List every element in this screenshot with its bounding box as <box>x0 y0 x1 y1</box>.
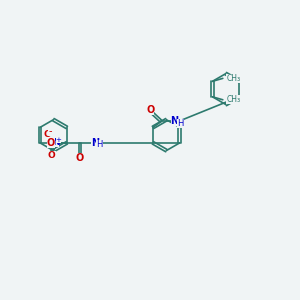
Text: O: O <box>146 105 154 115</box>
Text: CH₃: CH₃ <box>226 95 241 104</box>
Text: +: + <box>56 137 62 143</box>
Text: N: N <box>91 138 99 148</box>
Text: O: O <box>43 130 51 139</box>
Text: N: N <box>171 116 179 127</box>
Text: N: N <box>52 138 59 147</box>
Text: O: O <box>76 153 84 163</box>
Text: H: H <box>96 140 103 149</box>
Text: H: H <box>177 119 184 128</box>
Text: CH₃: CH₃ <box>226 74 241 83</box>
Text: O: O <box>47 138 55 148</box>
Text: -: - <box>48 126 52 136</box>
Text: O: O <box>48 151 56 160</box>
